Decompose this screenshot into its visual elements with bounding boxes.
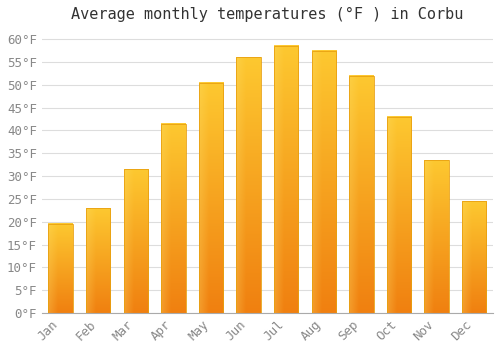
- Title: Average monthly temperatures (°F ) in Corbu: Average monthly temperatures (°F ) in Co…: [71, 7, 464, 22]
- Bar: [312, 51, 336, 313]
- Bar: [199, 83, 223, 313]
- Bar: [161, 124, 186, 313]
- Bar: [124, 169, 148, 313]
- Bar: [236, 57, 261, 313]
- Bar: [462, 201, 486, 313]
- Bar: [424, 160, 449, 313]
- Bar: [86, 208, 110, 313]
- Bar: [349, 76, 374, 313]
- Bar: [48, 224, 73, 313]
- Bar: [274, 46, 298, 313]
- Bar: [387, 117, 411, 313]
